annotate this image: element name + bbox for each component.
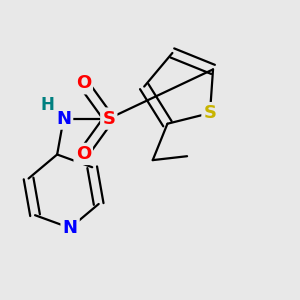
Text: S: S [102, 110, 115, 128]
Text: O: O [76, 145, 91, 163]
Text: N: N [56, 110, 71, 128]
Text: H: H [40, 96, 54, 114]
Text: O: O [76, 74, 91, 92]
Text: N: N [63, 219, 78, 237]
Text: S: S [203, 104, 217, 122]
